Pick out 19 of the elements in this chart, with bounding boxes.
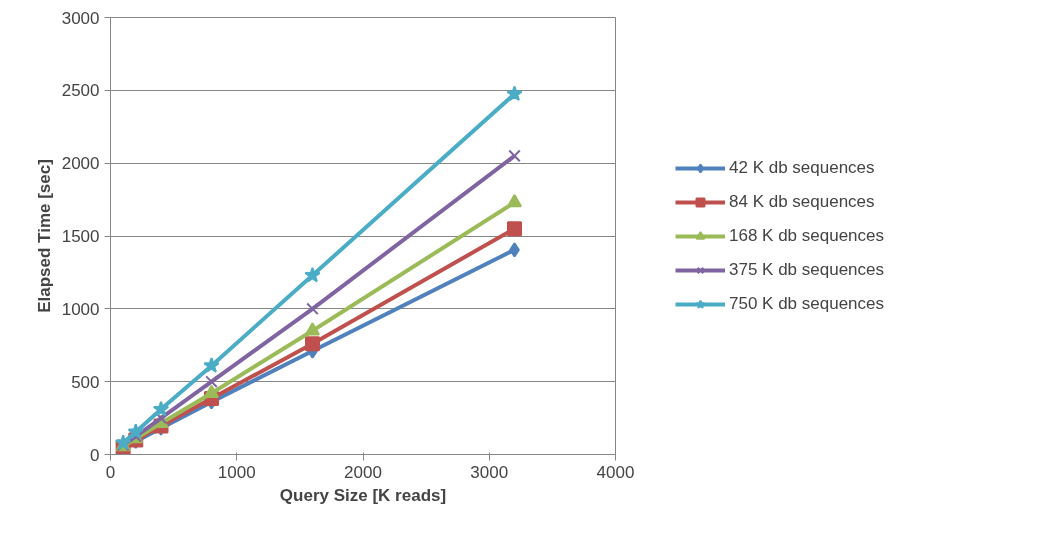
y-tick-label: 0 [90,445,100,465]
y-tick-label: 3000 [61,8,100,28]
y-tick-label: 2500 [61,81,100,101]
y-tick-label: 1500 [61,227,100,246]
y-axis-title: Elapsed Time [sec] [34,159,54,313]
x-tick-label: 1000 [217,462,256,482]
x-tick-label: 4000 [596,462,635,482]
x-tick-label: 3000 [470,462,509,482]
y-tick-label: 2000 [61,154,100,174]
legend-label: 168 K db sequences [729,225,885,246]
y-tick-label: 1000 [61,299,100,319]
legend-label: 375 K db sequences [729,259,885,280]
legend-label: 42 K db sequences [729,157,875,178]
x-tick-label: 0 [105,462,116,482]
legend-label: 750 K db sequences [729,293,885,314]
legend-label: 84 K db sequences [729,191,875,212]
x-tick-label: 2000 [344,462,382,482]
x-axis-title: Query Size [K reads] [279,485,447,505]
y-tick-label: 500 [71,372,100,392]
